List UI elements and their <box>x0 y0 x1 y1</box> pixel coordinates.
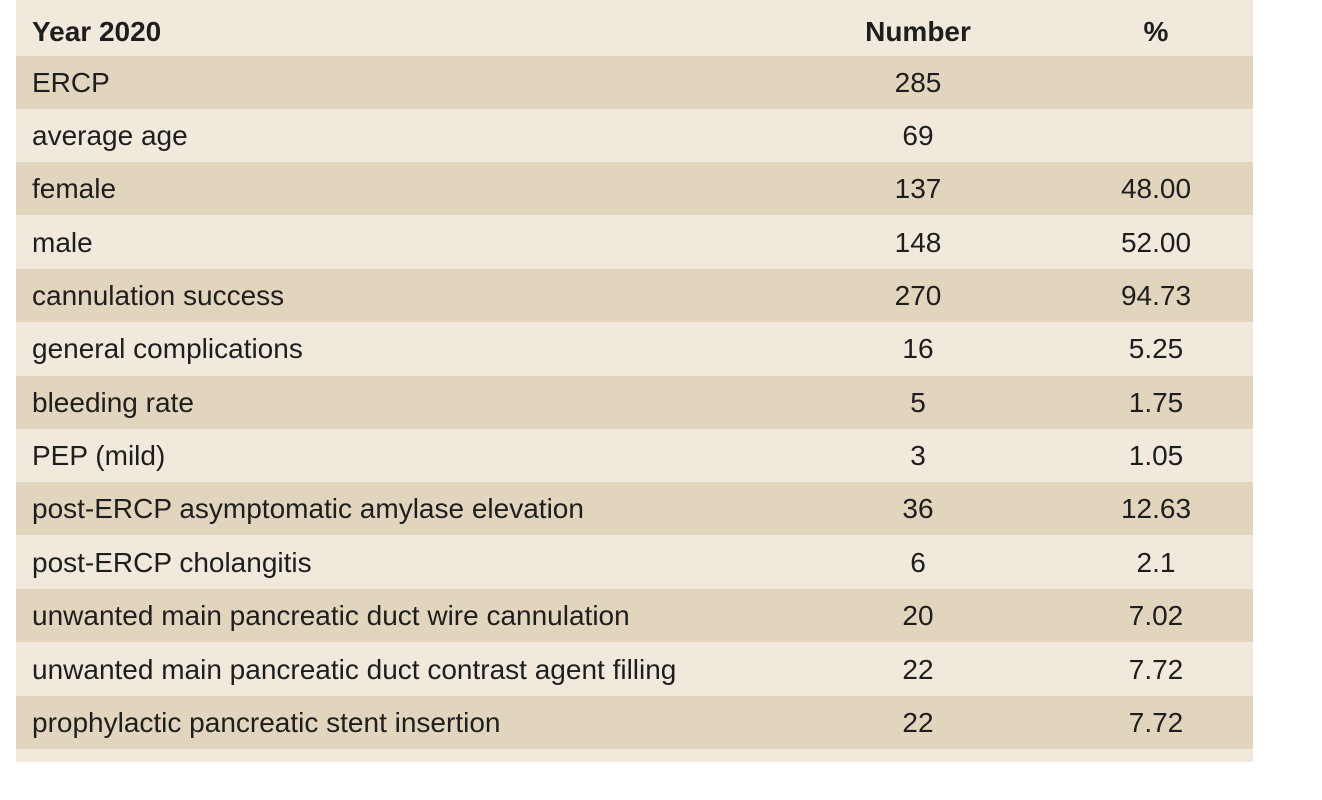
table-row: post-ERCP cholangitis 6 2.1 <box>16 536 1253 589</box>
row-number: 22 <box>902 706 934 738</box>
row-label: male <box>32 226 93 258</box>
row-percent: 7.02 <box>1128 599 1184 631</box>
row-label: PEP (mild) <box>32 439 166 471</box>
row-percent: 94.73 <box>1120 279 1192 311</box>
header-year: Year 2020 <box>32 16 162 47</box>
row-number: 3 <box>910 439 926 471</box>
row-number: 285 <box>894 66 942 98</box>
row-number: 5 <box>910 386 926 418</box>
table-row: general complications 16 5.25 <box>16 322 1253 375</box>
row-number: 16 <box>902 332 934 364</box>
table-row: cannulation success 270 94.73 <box>16 269 1253 322</box>
row-label: post-ERCP cholangitis <box>32 546 312 578</box>
row-percent: 5.25 <box>1128 332 1184 364</box>
table-row: unwanted main pancreatic duct contrast a… <box>16 643 1253 696</box>
table-row: unwanted main pancreatic duct wire cannu… <box>16 589 1253 642</box>
header-percent: % <box>1143 16 1169 47</box>
row-label: unwanted main pancreatic duct wire cannu… <box>32 599 630 631</box>
header-number: Number <box>865 16 971 47</box>
row-label: ERCP <box>32 66 110 98</box>
row-percent: 48.00 <box>1120 172 1192 204</box>
row-number: 148 <box>894 226 942 258</box>
data-table: Year 2020 Number % ERCP 285 average age … <box>16 0 1253 762</box>
row-percent: 7.72 <box>1128 653 1184 685</box>
table-row: male 148 52.00 <box>16 216 1253 269</box>
table-row: ERCP 285 <box>16 56 1253 109</box>
row-label: cannulation success <box>32 279 285 311</box>
row-label: general complications <box>32 332 303 364</box>
row-percent: 1.75 <box>1128 386 1184 418</box>
row-number: 20 <box>902 599 934 631</box>
row-number: 22 <box>902 653 934 685</box>
table-header-row: Year 2020 Number % <box>16 4 1253 60</box>
table-row: average age 69 <box>16 109 1253 162</box>
row-label: average age <box>32 119 188 151</box>
row-percent: 1.05 <box>1128 439 1184 471</box>
row-number: 69 <box>902 119 934 151</box>
row-percent: 2.1 <box>1136 546 1176 578</box>
row-label: bleeding rate <box>32 386 194 418</box>
row-number: 6 <box>910 546 926 578</box>
table-row: female 137 48.00 <box>16 162 1253 215</box>
table-row: bleeding rate 5 1.75 <box>16 376 1253 429</box>
row-percent: 7.72 <box>1128 706 1184 738</box>
row-number: 36 <box>902 492 934 524</box>
row-percent: 12.63 <box>1120 492 1192 524</box>
table-row: post-ERCP asymptomatic amylase elevation… <box>16 482 1253 535</box>
row-label: prophylactic pancreatic stent insertion <box>32 706 501 738</box>
row-label: female <box>32 172 117 204</box>
table-row: prophylactic pancreatic stent insertion … <box>16 696 1253 749</box>
row-number: 270 <box>894 279 942 311</box>
row-number: 137 <box>894 172 942 204</box>
row-label: post-ERCP asymptomatic amylase elevation <box>32 492 584 524</box>
row-percent: 52.00 <box>1120 226 1192 258</box>
table-row: PEP (mild) 3 1.05 <box>16 429 1253 482</box>
row-label: unwanted main pancreatic duct contrast a… <box>32 653 677 685</box>
